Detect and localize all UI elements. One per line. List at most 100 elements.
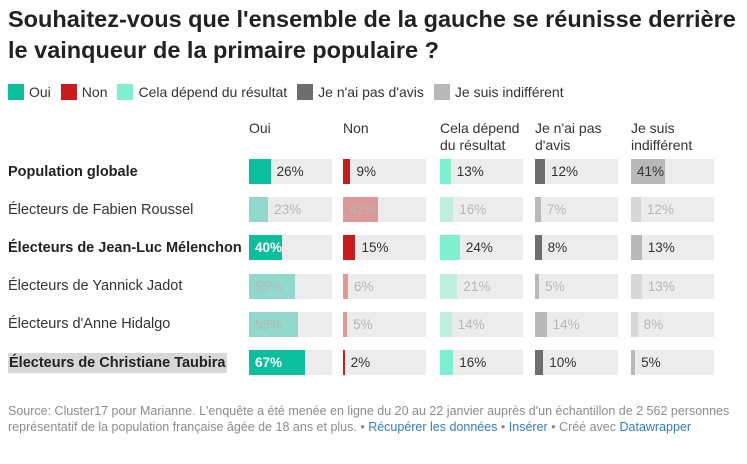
table-cell: 14% [535,311,618,337]
bar [535,197,541,223]
chart-title: Souhaitez-vous que l'ensemble de la gauc… [8,6,736,63]
legend-label: Je suis indifférent [454,84,564,100]
legend-item: Cela dépend du résultat [117,84,287,100]
bar [535,159,545,184]
table-cell: 59% [249,311,332,337]
data-label: 14% [552,316,580,332]
bar [440,311,452,337]
table-cell: 55% [249,273,332,299]
table-cell: 8% [631,311,714,337]
data-label: 13% [647,240,675,256]
bar [249,311,298,337]
bar [440,235,460,261]
table-cell: 24% [440,235,523,261]
bar-track [343,159,426,184]
row-label: Électeurs de Jean-Luc Mélenchon [8,239,242,256]
bar-track [535,273,618,299]
table-cell: 14% [440,311,523,337]
row-label: Électeurs de Christiane Taubira [8,352,227,373]
created-with-text: • Créé avec [551,420,617,434]
bar-track [343,197,426,223]
bar [343,235,356,261]
source-note: Source: Cluster17 pour Marianne. L'enquê… [8,404,730,434]
bar-track [343,350,426,375]
bar-track [631,197,714,223]
table-cell: 23% [249,197,332,223]
table-cell: 12% [535,159,618,184]
table-cell: 16% [440,197,523,223]
column-header: Je n'ai pas d'avis [535,120,602,153]
embed-link[interactable]: Insérer [508,420,548,434]
data-label: 59% [255,316,283,332]
table-cell: 21% [440,273,523,299]
data-label: 12% [646,202,674,218]
datawrapper-link[interactable]: Datawrapper [619,420,692,434]
row-label: Électeurs de Yannick Jadot [8,278,183,295]
table-cell: 41% [631,159,714,184]
bar-track [440,350,523,375]
data-label: 15% [361,240,389,256]
legend-item: Non [60,84,107,100]
bar [249,159,271,184]
bar-track [631,350,714,375]
legend-label: Je n'ai pas d'avis [318,84,424,100]
bar-track [535,350,618,375]
bar [249,350,305,375]
data-label: 26% [276,164,304,179]
column-header: Non [343,120,369,136]
bar-track [535,311,618,337]
get-data-link[interactable]: Récupérer les données [368,420,498,434]
bar-track [343,273,426,299]
bar-track [249,273,332,299]
table-cell: 5% [535,273,618,299]
legend-item: Je n'ai pas d'avis [297,84,424,100]
bar [440,350,454,375]
data-label: 12% [550,164,578,179]
bar [343,350,345,375]
data-label: 16% [459,202,487,218]
bar-track [631,311,714,337]
column-header: Cela dépend du résultat [440,120,520,153]
column-header: Je suis indifférent [631,120,693,153]
legend-swatch [60,84,77,100]
bar [631,311,638,337]
footer-separator: • [500,420,506,434]
table-cell: 13% [631,273,714,299]
bar-track [631,273,714,299]
bar [535,273,540,299]
bar-track [440,311,523,337]
bar [535,311,547,337]
data-label: 24% [465,240,493,256]
row-label: Électeurs de Fabien Roussel [8,201,194,218]
footer: Source: Cluster17 pour Marianne. L'enquê… [8,403,738,435]
data-label: 5% [641,355,661,370]
table-cell: 6% [343,273,426,299]
legend-swatch [297,84,314,100]
table-cell: 5% [631,350,714,375]
column-header: Oui [249,120,271,136]
bar-track [535,159,618,184]
bar-track [535,197,618,223]
bar [249,197,269,223]
bar [249,235,283,261]
table-cell: 10% [535,350,618,375]
bar-track [249,197,332,223]
data-label: 13% [456,164,484,179]
bar [631,235,642,261]
data-label: 55% [255,278,283,294]
bar [343,159,351,184]
bar-track [440,197,523,223]
bar-track [631,235,714,261]
legend-label: Cela dépend du résultat [138,84,288,100]
data-label: 8% [643,316,664,332]
table-cell: 42% [343,197,426,223]
data-label: 40% [255,240,283,256]
data-label: 67% [255,355,283,370]
table-cell: 26% [249,159,332,184]
table-cell: 12% [631,197,714,223]
data-label: 23% [274,202,302,218]
data-label: 8% [547,240,568,256]
data-label: 14% [457,316,485,332]
bar-track [343,235,426,261]
table-cell: 9% [343,159,426,184]
